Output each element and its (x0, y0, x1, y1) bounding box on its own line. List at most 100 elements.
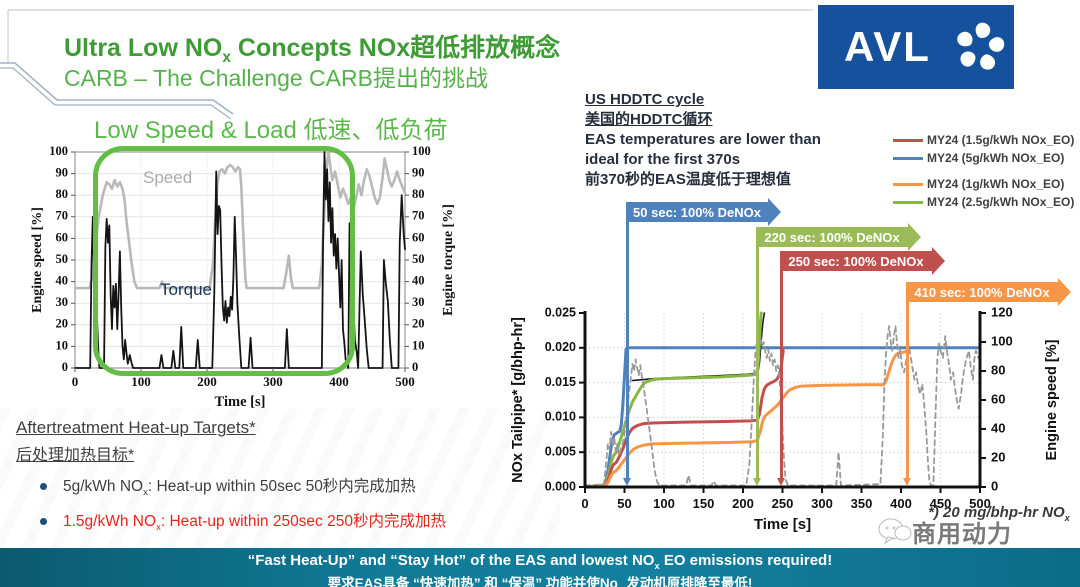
bottom-banner: “Fast Heat-Up” and “Stay Hot” of the EAS… (0, 548, 1080, 587)
svg-text:40: 40 (412, 273, 425, 287)
svg-text:50: 50 (617, 496, 631, 511)
torque-series-label: Torque (160, 280, 212, 299)
target-bullet-1-5g: 1.5g/kWh NOx: Heat-up within 250sec 250秒… (40, 509, 446, 533)
svg-text:100: 100 (131, 374, 151, 389)
speed-series-label: Speed (143, 168, 193, 187)
target-bullet-5g: 5g/kWh NOx: Heat-up within 50sec 50秒内完成加… (40, 474, 416, 498)
targets-heading-en: Aftertreatment Heat-up Targets* (16, 418, 256, 437)
svg-text:60: 60 (412, 230, 425, 244)
right-chart-nox-tailpipe: 0.000 0.005 0.010 0.015 0.020 0.025 0 20 40 60 80 1… (510, 304, 1060, 533)
us-hddtc-line-zh: 美国的HDDTC循环 (585, 111, 713, 128)
watermark-text: 商用动力 (912, 521, 1012, 548)
callout-dropline-50s (623, 222, 631, 486)
svg-text:20: 20 (412, 317, 425, 331)
low-speed-highlight-box (93, 146, 355, 376)
svg-text:400: 400 (329, 374, 349, 389)
legend-swatch-red (893, 138, 923, 142)
callout-50sec-denox: 50 sec: 100% DeNOx (626, 198, 781, 226)
eas-temp-line-zh: 前370秒的EAS温度低于理想值 (585, 171, 791, 188)
eas-temp-line-1: EAS temperatures are lower than (585, 131, 821, 148)
avl-logo-text: AVL (844, 23, 931, 70)
us-hddtc-line-en: US HDDTC cycle (585, 91, 705, 108)
svg-text:500: 500 (395, 374, 415, 389)
svg-text:0.005: 0.005 (545, 444, 576, 458)
svg-text:0.000: 0.000 (545, 479, 576, 493)
svg-text:Time [s]: Time [s] (215, 394, 266, 410)
svg-text:100: 100 (653, 496, 675, 511)
svg-text:Engine speed [%]: Engine speed [%] (30, 207, 45, 313)
us-hddtc-text-block: US HDDTC cycle 美国的HDDTC循环 EAS temperatur… (585, 90, 895, 190)
svg-text:80: 80 (412, 187, 425, 201)
wechat-bubble-icon (878, 518, 912, 544)
legend-item: MY24 (5g/kWh NOx_EO) (893, 149, 1080, 167)
svg-text:Engine torque [%]: Engine torque [%] (441, 204, 456, 316)
svg-text:200: 200 (197, 374, 217, 389)
svg-text:120: 120 (991, 304, 1013, 319)
svg-text:20: 20 (991, 449, 1005, 464)
callout-410sec-denox: 410 sec: 100% DeNOx (906, 278, 1071, 306)
svg-text:0: 0 (412, 360, 418, 374)
callout-dropline-250s (777, 271, 785, 486)
svg-text:Time [s]: Time [s] (754, 516, 811, 533)
callout-220sec-denox: 220 sec: 100% DeNOx (756, 223, 921, 251)
svg-text:90: 90 (412, 165, 425, 179)
bullet-dot-icon (40, 517, 47, 525)
callout-dropline-220s (753, 247, 761, 486)
svg-text:100: 100 (991, 333, 1013, 348)
svg-text:70: 70 (56, 209, 69, 223)
svg-text:30: 30 (412, 295, 425, 309)
svg-text:40: 40 (56, 273, 69, 287)
svg-text:Engine speed [%]: Engine speed [%] (1044, 339, 1060, 460)
svg-text:100: 100 (412, 144, 431, 158)
eas-temp-line-2: ideal for the first 370s (585, 151, 741, 168)
svg-text:400: 400 (890, 496, 912, 511)
svg-text:0.025: 0.025 (545, 305, 576, 319)
callout-dropline-410s (903, 302, 911, 486)
svg-text:NOx Tailpipe* [g/bhp-hr]: NOx Tailpipe* [g/bhp-hr] (510, 317, 526, 483)
targets-heading-zh: 后处理加热目标* (16, 447, 135, 464)
svg-text:80: 80 (56, 187, 69, 201)
svg-text:60: 60 (56, 230, 69, 244)
legend-swatch-green (893, 200, 923, 204)
avl-logo: AVL (818, 5, 1014, 89)
legend-swatch-blue (893, 156, 923, 160)
legend-swatch-orange (893, 182, 923, 186)
banner-line-zh: 要求EAS具备 “快速加热” 和 “保温” 功能并使Nox 发动机原排降至最低! (327, 576, 753, 587)
svg-text:0.015: 0.015 (545, 375, 576, 389)
svg-text:0: 0 (62, 360, 68, 374)
svg-text:50: 50 (412, 252, 425, 266)
svg-text:300: 300 (263, 374, 283, 389)
svg-text:250: 250 (772, 496, 794, 511)
chart-legend: MY24 (1.5g/kWh NOx_EO) MY24 (5g/kWh NOx_… (893, 131, 1080, 211)
svg-text:500: 500 (969, 496, 991, 511)
legend-item: MY24 (2.5g/kWh NOx_EO) (893, 193, 1080, 211)
legend-item: MY24 (1.5g/kWh NOx_EO) (893, 131, 1080, 149)
svg-text:0: 0 (72, 374, 79, 389)
svg-text:300: 300 (811, 496, 833, 511)
svg-text:450: 450 (930, 496, 952, 511)
svg-text:90: 90 (56, 165, 69, 179)
banner-line-en: “Fast Heat-Up” and “Stay Hot” of the EAS… (247, 552, 833, 571)
svg-text:0.020: 0.020 (545, 340, 576, 354)
title-text: Ultra Low NO (64, 34, 223, 62)
svg-text:50: 50 (56, 252, 69, 266)
svg-text:350: 350 (851, 496, 873, 511)
svg-text:150: 150 (693, 496, 715, 511)
page-title: Ultra Low NOx Concepts NOx超低排放概念 (64, 34, 561, 66)
bullet-dot-icon (40, 482, 47, 490)
svg-text:10: 10 (412, 338, 425, 352)
footnote: *) 20 mg/bhp-hr NOx (928, 504, 1070, 523)
callout-250sec-denox: 250 sec: 100% DeNOx (780, 247, 945, 275)
svg-text:10: 10 (56, 338, 69, 352)
wechat-watermark: 商用动力 (878, 514, 1012, 549)
svg-text:30: 30 (56, 295, 69, 309)
svg-text:200: 200 (732, 496, 754, 511)
svg-text:20: 20 (56, 317, 69, 331)
page-subtitle: CARB – The Challenge CARB提出的挑战 (64, 65, 488, 91)
svg-text:0.010: 0.010 (545, 410, 576, 424)
svg-text:40: 40 (991, 420, 1005, 435)
svg-text:70: 70 (412, 209, 425, 223)
